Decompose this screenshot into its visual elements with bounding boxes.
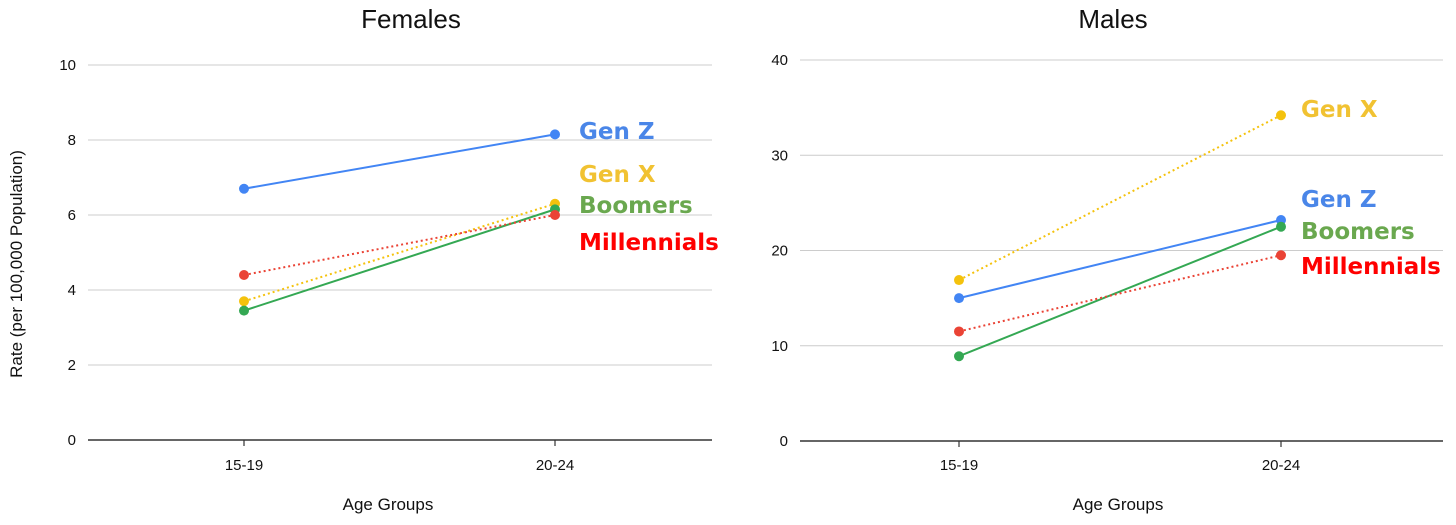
males-gen-x-series-label: Gen X	[1301, 97, 1378, 123]
females-x-tick-label: 20-24	[536, 457, 574, 474]
females-x-tick-label: 15-19	[225, 457, 263, 474]
males-millennials-point	[1276, 250, 1286, 261]
males-millennials-line	[958, 254, 1282, 333]
females-y-tick-label: 8	[68, 132, 76, 149]
males-gen-z-line	[958, 219, 1282, 300]
females-x-axis-label: Age Groups	[343, 495, 434, 514]
males-y-tick-label: 10	[771, 338, 788, 355]
females-millennials-series-label: Millennials	[579, 230, 719, 256]
females-gen-z-point	[239, 183, 249, 194]
males-boomers-point	[954, 351, 964, 362]
females-boomers-line	[243, 208, 556, 312]
males-gen-x-point	[954, 275, 964, 286]
females-panel: Females 0 2 4 6 8 10 15-19 20-24 Age Groups Gen Z G…	[59, 4, 719, 514]
males-panel: Males 0 10 20 30 40 15-19 20-24 Age Groups Gen X G…	[771, 4, 1443, 514]
males-x-tick-label: 20-24	[1262, 457, 1300, 474]
females-gen-x-line	[243, 202, 556, 303]
females-boomers-point	[239, 305, 249, 316]
females-millennials-point	[239, 270, 249, 280]
females-y-tick-label: 4	[68, 282, 76, 299]
males-millennials-series-label: Millennials	[1301, 254, 1441, 280]
females-y-tick-label: 0	[68, 432, 76, 449]
males-gen-x-point	[1276, 110, 1286, 121]
males-gen-z-point	[954, 293, 964, 304]
males-chart-title: Males	[1078, 4, 1147, 34]
males-gen-z-series-label: Gen Z	[1301, 187, 1377, 213]
females-gen-z-series-label: Gen Z	[579, 119, 655, 145]
males-boomers-series-label: Boomers	[1301, 219, 1415, 245]
females-gen-z-point	[550, 129, 560, 140]
males-y-tick-label: 40	[771, 52, 788, 69]
males-boomers-point	[1276, 221, 1286, 232]
females-gen-x-point	[239, 296, 249, 307]
y-axis-label: Rate (per 100,000 Population)	[7, 150, 26, 378]
females-y-tick-label: 10	[59, 57, 76, 74]
females-chart-title: Females	[361, 4, 461, 34]
females-gen-z-line	[243, 133, 556, 190]
males-x-axis-label: Age Groups	[1073, 495, 1164, 514]
females-gen-x-series-label: Gen X	[579, 162, 656, 188]
males-y-tick-label: 30	[771, 147, 788, 164]
males-x-tick-label: 15-19	[940, 457, 978, 474]
males-gen-x-line	[958, 114, 1282, 281]
males-y-tick-label: 0	[780, 433, 788, 450]
males-boomers-line	[958, 225, 1282, 358]
females-boomers-series-label: Boomers	[579, 193, 693, 219]
females-millennials-point	[550, 210, 560, 220]
males-millennials-point	[954, 326, 964, 337]
females-y-tick-label: 2	[68, 357, 76, 374]
females-y-tick-label: 6	[68, 207, 76, 224]
males-y-tick-label: 20	[771, 243, 788, 260]
